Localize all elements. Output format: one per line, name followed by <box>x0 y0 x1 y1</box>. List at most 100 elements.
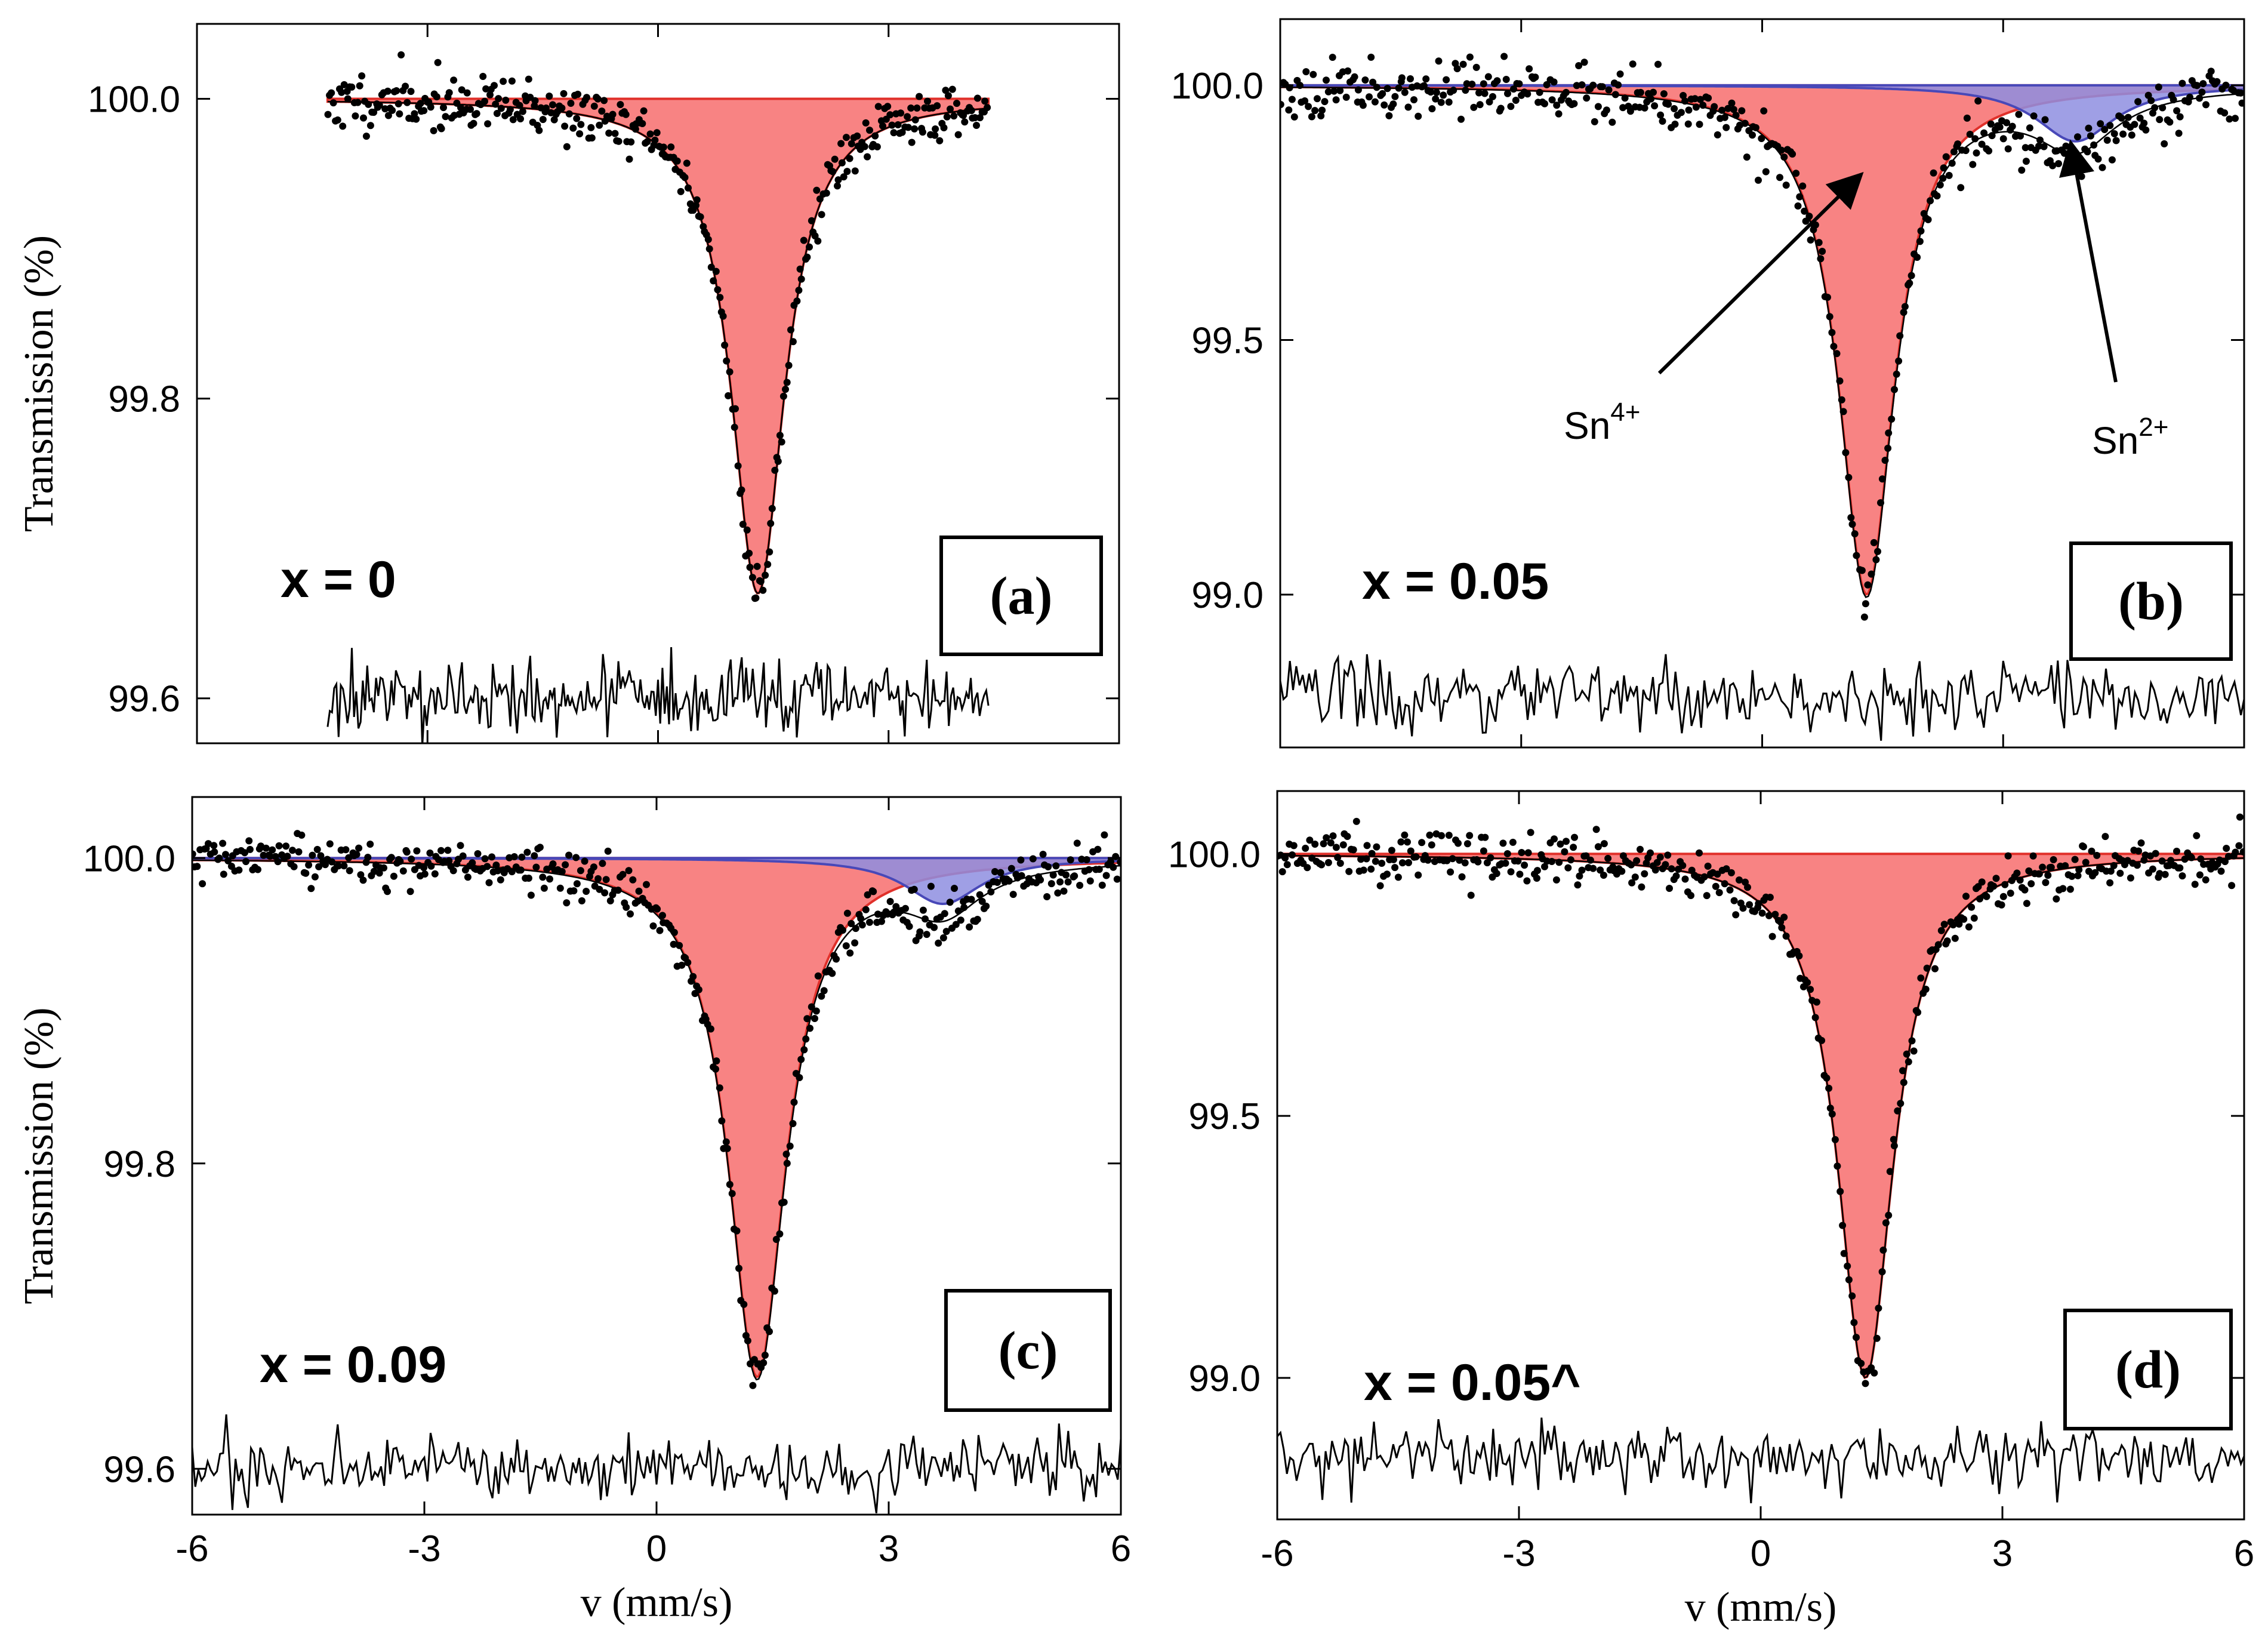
data-point <box>982 902 990 910</box>
data-point <box>1327 839 1335 847</box>
data-point <box>539 873 547 881</box>
data-point <box>1962 893 1970 900</box>
y-tick-label: 100.0 <box>1168 834 1261 875</box>
data-point <box>2223 845 2230 852</box>
data-point <box>1453 65 1461 72</box>
data-point <box>1936 181 1944 189</box>
data-point <box>1657 111 1665 119</box>
data-point <box>1432 88 1440 96</box>
data-point <box>1656 853 1664 861</box>
data-point <box>2087 132 2094 140</box>
data-point <box>1589 864 1597 872</box>
data-point <box>2101 833 2109 841</box>
data-point <box>1905 1058 1912 1066</box>
data-point <box>1113 875 1121 883</box>
data-point <box>1980 129 1988 137</box>
data-point <box>728 1190 736 1198</box>
data-point <box>1732 911 1740 919</box>
data-point <box>1805 213 1813 220</box>
data-point <box>384 87 392 95</box>
data-point <box>1839 408 1847 416</box>
data-point <box>1668 865 1675 873</box>
data-point <box>1896 332 1904 340</box>
data-point <box>2008 122 2016 130</box>
data-point <box>1628 861 1635 869</box>
data-point <box>1524 849 1532 857</box>
data-point <box>354 99 362 106</box>
data-point <box>828 970 836 977</box>
data-point <box>1943 937 1951 945</box>
data-point <box>295 848 303 856</box>
data-point <box>1762 168 1770 176</box>
data-point <box>536 844 544 851</box>
data-point <box>910 885 918 893</box>
data-point <box>904 124 912 131</box>
data-point <box>509 116 517 124</box>
plot-area-d <box>1277 813 2244 1504</box>
data-point <box>1845 473 1853 481</box>
data-point <box>599 860 606 867</box>
data-point <box>1527 829 1534 836</box>
data-point <box>1641 870 1648 878</box>
data-point <box>1955 920 1963 928</box>
data-point <box>1922 986 1930 993</box>
data-point <box>1916 238 1924 245</box>
data-point <box>614 887 622 894</box>
data-point <box>289 847 296 854</box>
ticks-c <box>191 797 1122 1515</box>
data-point <box>1974 97 1982 105</box>
data-point <box>1480 847 1487 855</box>
data-point <box>594 95 602 103</box>
data-point <box>1054 889 1062 897</box>
data-point <box>911 125 919 133</box>
data-point <box>760 1359 768 1367</box>
data-point <box>1052 862 1060 870</box>
data-point <box>1910 1047 1918 1055</box>
data-point <box>2215 856 2223 864</box>
data-point <box>508 77 516 85</box>
data-point <box>848 920 855 927</box>
data-point <box>2085 124 2093 132</box>
data-point <box>420 107 428 115</box>
data-point <box>1680 92 1687 99</box>
data-point <box>843 168 851 176</box>
data-point <box>1018 872 1025 879</box>
data-point <box>254 866 261 873</box>
data-point <box>643 881 650 888</box>
data-point <box>677 187 685 195</box>
annotation-arrow <box>2059 139 2118 383</box>
data-point <box>1931 965 1939 973</box>
data-point <box>1730 106 1737 113</box>
data-point <box>820 987 828 995</box>
data-point <box>2025 867 2033 875</box>
data-point <box>1927 197 1934 205</box>
data-point <box>359 876 367 884</box>
data-point <box>2224 853 2232 860</box>
data-point <box>2106 879 2114 887</box>
data-point <box>759 586 767 594</box>
annotation-sn2: Sn2+ <box>2092 413 2168 462</box>
data-point <box>1474 858 1482 866</box>
data-point <box>1833 350 1841 358</box>
data-point <box>2064 165 2072 173</box>
data-point <box>494 867 501 875</box>
data-point <box>1455 839 1462 847</box>
data-point <box>523 848 531 856</box>
data-point <box>2039 863 2047 871</box>
data-point <box>1679 861 1687 869</box>
data-point <box>1592 826 1600 833</box>
data-point <box>858 921 866 929</box>
data-point <box>1117 858 1121 866</box>
data-point <box>1463 840 1471 848</box>
data-point <box>1766 894 1774 901</box>
y-tick-label: 99.6 <box>103 1449 175 1490</box>
data-point <box>2140 119 2148 127</box>
data-point <box>862 906 870 913</box>
data-point <box>930 924 938 931</box>
data-point <box>2221 109 2229 117</box>
data-point <box>2217 867 2225 875</box>
data-point <box>2178 79 2186 87</box>
data-point <box>384 112 392 119</box>
data-point <box>1621 94 1629 102</box>
data-point <box>1721 113 1728 121</box>
